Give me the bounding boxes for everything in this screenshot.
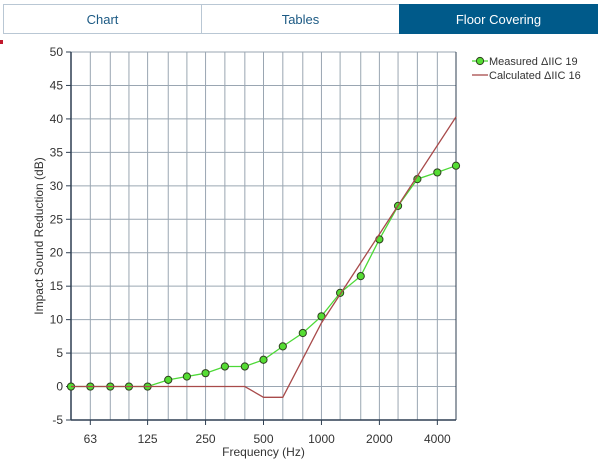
x-tick-label: 63 — [84, 432, 98, 446]
y-tick-label: 50 — [50, 45, 64, 59]
y-tick-label: 0 — [56, 380, 63, 394]
data-point — [278, 342, 287, 351]
data-point — [220, 362, 229, 371]
data-point — [182, 372, 191, 381]
x-tick-label: 2000 — [366, 432, 393, 446]
x-tick-label: 250 — [196, 432, 216, 446]
data-point — [433, 168, 442, 177]
legend-label-2: Calculated ΔIIC 16 — [489, 70, 581, 82]
data-point — [451, 161, 461, 170]
tab-bar: Chart Tables Floor Covering — [3, 4, 598, 34]
y-tick-label: 45 — [50, 78, 64, 92]
tab-chart[interactable]: Chart — [3, 4, 201, 34]
y-tick-label: 25 — [50, 212, 64, 226]
series-line-2 — [71, 116, 457, 398]
y-tick-label: 10 — [50, 313, 64, 327]
red-marker — [0, 40, 3, 44]
x-tick-label: 125 — [138, 432, 158, 446]
data-point — [375, 235, 384, 244]
x-axis-label: Frequency (Hz) — [222, 445, 305, 459]
y-tick-label: -5 — [52, 413, 63, 427]
y-tick-label: 15 — [50, 279, 64, 293]
y-tick-label: 20 — [50, 246, 64, 260]
y-tick-label: 5 — [56, 346, 63, 360]
y-tick-label: 30 — [50, 179, 64, 193]
legend-marker-1 — [475, 56, 485, 66]
x-tick-label: 500 — [253, 432, 273, 446]
data-point — [201, 369, 210, 378]
data-point — [259, 355, 268, 364]
x-tick-label: 4000 — [424, 432, 451, 446]
y-tick-label: 40 — [50, 112, 64, 126]
y-axis-label: Impact Sound Reduction (dB) — [32, 157, 46, 314]
data-point — [240, 362, 249, 371]
data-point — [298, 328, 307, 338]
tab-floor-covering[interactable]: Floor Covering — [399, 4, 598, 34]
x-tick-label: 1000 — [308, 432, 335, 446]
y-tick-label: 35 — [50, 145, 64, 159]
data-point — [356, 272, 365, 281]
data-point — [164, 375, 173, 384]
tab-tables[interactable]: Tables — [201, 4, 399, 34]
legend-label-1: Measured ΔIIC 19 — [489, 56, 578, 68]
